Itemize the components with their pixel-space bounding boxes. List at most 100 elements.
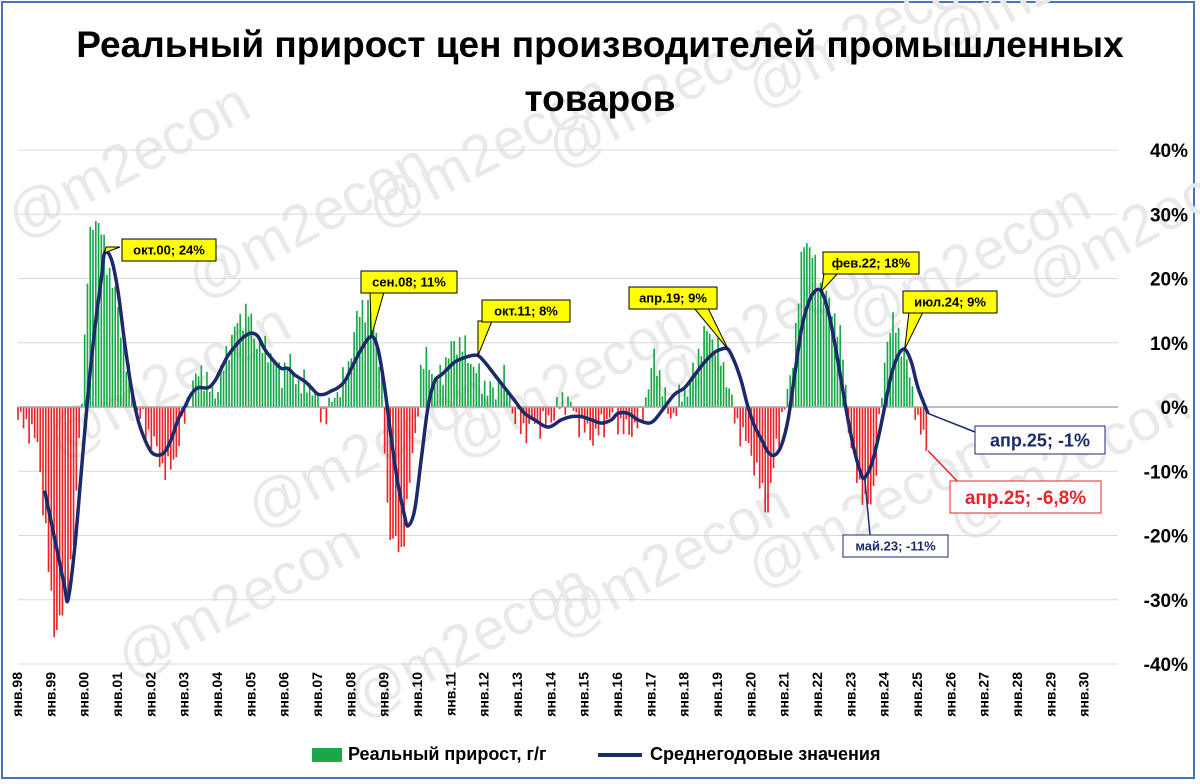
- bar: [364, 322, 367, 407]
- bar: [658, 370, 661, 407]
- bar: [719, 365, 722, 407]
- bar: [703, 325, 705, 407]
- bar: [772, 407, 775, 469]
- callout-sen08: сен.08; 11%: [360, 270, 458, 337]
- x-tick-label: янв.21: [776, 672, 792, 717]
- bar: [708, 333, 711, 407]
- bar: [850, 407, 853, 449]
- y-tick-label: 20%: [1150, 270, 1188, 291]
- callout-box: [974, 425, 1106, 455]
- bar: [61, 407, 64, 616]
- bar: [256, 348, 258, 407]
- bar: [297, 379, 300, 407]
- bar: [322, 407, 325, 409]
- bar: [308, 383, 311, 407]
- bar: [711, 339, 714, 407]
- bar: [100, 234, 103, 407]
- bar: [475, 373, 478, 407]
- bar: [111, 288, 114, 407]
- bar: [483, 380, 486, 407]
- bar: [119, 337, 122, 407]
- bar: [828, 297, 830, 407]
- callout-label: июл.24; 9%: [914, 295, 986, 310]
- callout-box: [902, 290, 998, 314]
- bar: [325, 407, 328, 425]
- x-tick-label: янв.17: [642, 672, 658, 717]
- bar: [561, 392, 564, 407]
- bar: [367, 300, 369, 407]
- bar: [556, 397, 558, 407]
- bar: [214, 398, 217, 407]
- bar: [47, 407, 50, 573]
- bar: [858, 407, 861, 480]
- bar: [900, 356, 903, 407]
- bar: [344, 381, 347, 407]
- x-axis-ticks: янв.98 янв.99 янв.00 янв.01 янв.02 янв.03 янв.…: [9, 672, 1092, 717]
- bar: [144, 407, 147, 440]
- x-tick-label: янв.07: [309, 672, 325, 717]
- bar: [164, 407, 167, 480]
- bar: [269, 353, 272, 407]
- bar: [125, 371, 128, 407]
- x-tick-label: янв.06: [276, 672, 292, 717]
- bar: [42, 407, 44, 516]
- bar: [436, 379, 439, 407]
- x-tick-label: янв.08: [342, 672, 358, 717]
- callout-label: апр.25; -1%: [990, 430, 1090, 450]
- callout-leader: [863, 477, 871, 536]
- bar: [139, 407, 142, 419]
- callout-box: [842, 534, 949, 558]
- bar: [808, 247, 811, 407]
- bar: [342, 367, 344, 407]
- bar: [864, 407, 867, 495]
- bar: [894, 332, 897, 407]
- bar: [314, 392, 317, 407]
- bar: [64, 407, 67, 592]
- bar: [878, 407, 880, 414]
- bar: [906, 359, 908, 407]
- x-tick-label: янв.04: [209, 672, 225, 717]
- bar: [231, 334, 233, 407]
- bar: [461, 351, 464, 407]
- bar: [439, 364, 442, 407]
- bar: [86, 283, 89, 407]
- bar: [369, 312, 372, 407]
- bar: [228, 360, 230, 407]
- bar: [628, 407, 630, 435]
- bar: [606, 407, 608, 420]
- bar: [653, 348, 655, 407]
- bar: [917, 407, 919, 415]
- x-tick-label: янв.03: [176, 672, 192, 717]
- bar: [453, 341, 455, 407]
- y-tick-label: 40%: [1150, 141, 1188, 162]
- bar: [19, 407, 22, 412]
- bar: [811, 258, 814, 407]
- bar: [142, 407, 144, 409]
- bar: [514, 407, 517, 425]
- bar: [672, 407, 675, 414]
- bar: [275, 361, 278, 407]
- bar: [333, 397, 336, 407]
- callout-apr19: апр.19; 9%: [628, 286, 729, 350]
- x-tick-label: янв.28: [1009, 672, 1025, 717]
- callout-okt00: окт.00; 24%: [103, 238, 217, 262]
- bar: [219, 365, 222, 407]
- bar: [508, 395, 511, 407]
- bar: [506, 390, 508, 407]
- bar: [444, 357, 447, 407]
- bar: [872, 407, 875, 486]
- x-tick-label: янв.11: [442, 672, 458, 716]
- bar: [581, 407, 583, 417]
- bar: [661, 396, 664, 407]
- bar: [39, 407, 42, 473]
- bar: [742, 407, 744, 428]
- bar: [547, 407, 550, 416]
- bar: [700, 356, 703, 407]
- bar: [233, 326, 236, 407]
- bar: [44, 407, 47, 524]
- bar: [78, 407, 80, 439]
- bar: [458, 337, 461, 407]
- bar: [303, 369, 305, 407]
- x-tick-label: янв.29: [1042, 672, 1058, 717]
- bar: [642, 407, 644, 424]
